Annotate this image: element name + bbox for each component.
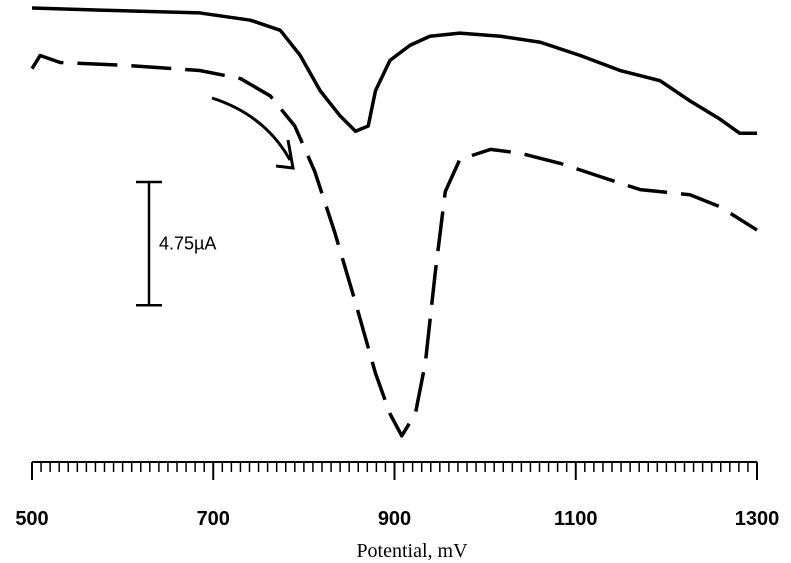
series-line — [30, 53, 758, 438]
x-tick-label: 1100 — [554, 508, 597, 530]
x-tick-label: 700 — [197, 508, 230, 530]
x-tick-label: 900 — [378, 508, 411, 530]
arrow — [211, 96, 292, 161]
x-axis-label: Potential, mV — [356, 540, 468, 562]
scale-bar-label: 4.75µA — [159, 234, 216, 254]
series-line — [31, 6, 757, 136]
arrow-head — [275, 139, 295, 170]
x-tick-label: 500 — [15, 508, 48, 530]
x-tick-label: 1300 — [735, 508, 780, 530]
